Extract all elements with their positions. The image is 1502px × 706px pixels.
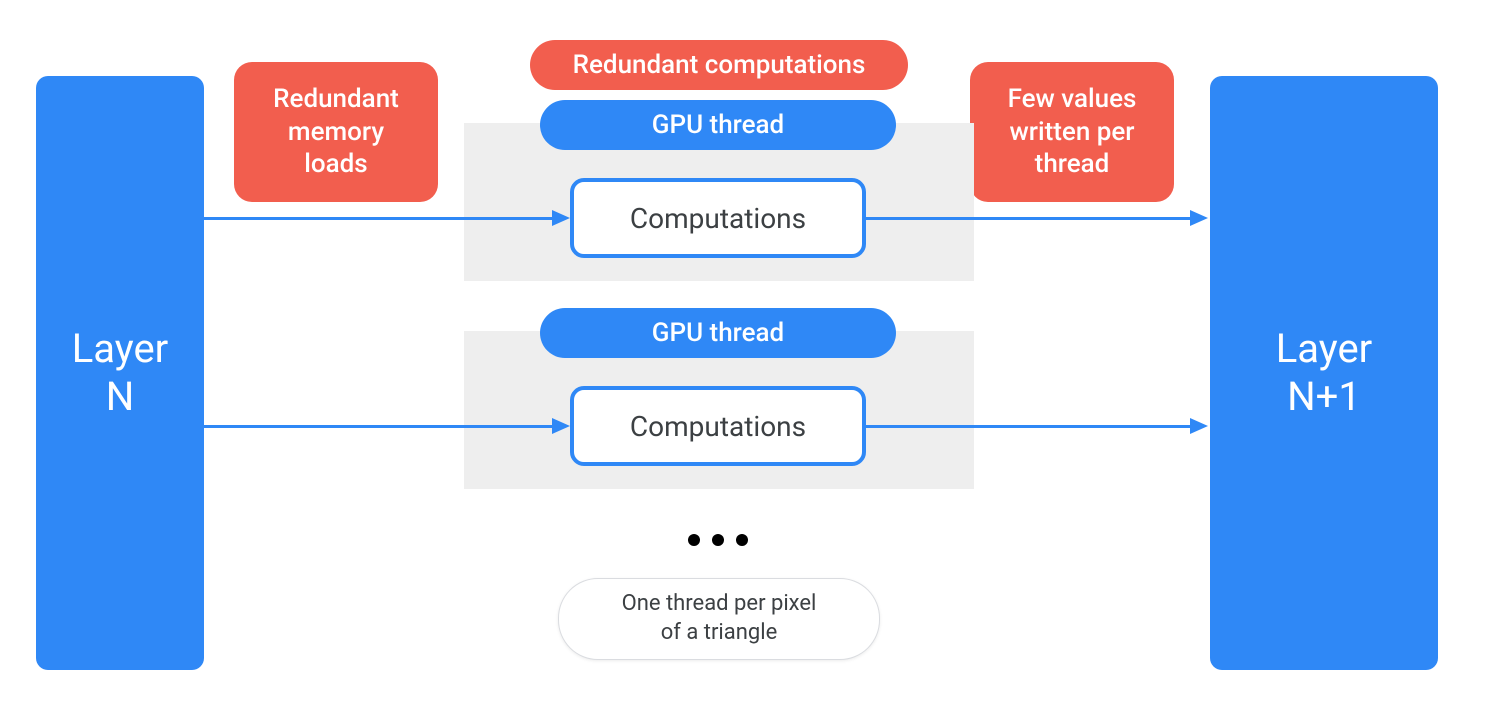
layer-n1-box: Layer N+1 (1210, 76, 1438, 670)
footer-note-label: One thread per pixel of a triangle (622, 590, 817, 647)
footer-note: One thread per pixel of a triangle (558, 578, 880, 660)
thread-1-comp: Computations (570, 178, 866, 258)
annotation-computations: Redundant computations (530, 40, 908, 90)
arrow-2-right-head (1190, 418, 1208, 434)
thread-1-comp-label: Computations (630, 202, 806, 235)
dot-icon (736, 534, 748, 546)
thread-2-comp-label: Computations (630, 410, 806, 443)
arrow-1-right (866, 217, 1192, 220)
arrow-1-right-head (1190, 210, 1208, 226)
arrow-2-right (866, 425, 1192, 428)
arrow-1-left-head (552, 210, 570, 226)
ellipsis-dots (688, 534, 748, 546)
annotation-computations-label: Redundant computations (573, 49, 866, 82)
thread-2-pill: GPU thread (540, 308, 896, 358)
annotation-memory-loads: Redundant memory loads (234, 62, 438, 202)
thread-2-comp: Computations (570, 386, 866, 466)
annotation-few-values-label: Few values written per thread (1008, 83, 1137, 181)
arrow-2-left-head (552, 418, 570, 434)
arrow-1-left (204, 217, 554, 220)
layer-n-box: Layer N (36, 76, 204, 670)
arrow-2-left (204, 425, 554, 428)
dot-icon (712, 534, 724, 546)
dot-icon (688, 534, 700, 546)
thread-1-pill: GPU thread (540, 100, 896, 150)
annotation-few-values: Few values written per thread (970, 62, 1174, 202)
layer-n1-label: Layer N+1 (1276, 325, 1372, 421)
diagram-canvas: Layer N Layer N+1 Redundant memory loads… (0, 0, 1502, 706)
thread-2-pill-label: GPU thread (652, 318, 784, 348)
layer-n-label: Layer N (72, 325, 168, 421)
annotation-memory-loads-label: Redundant memory loads (273, 83, 399, 181)
thread-1-pill-label: GPU thread (652, 110, 784, 140)
